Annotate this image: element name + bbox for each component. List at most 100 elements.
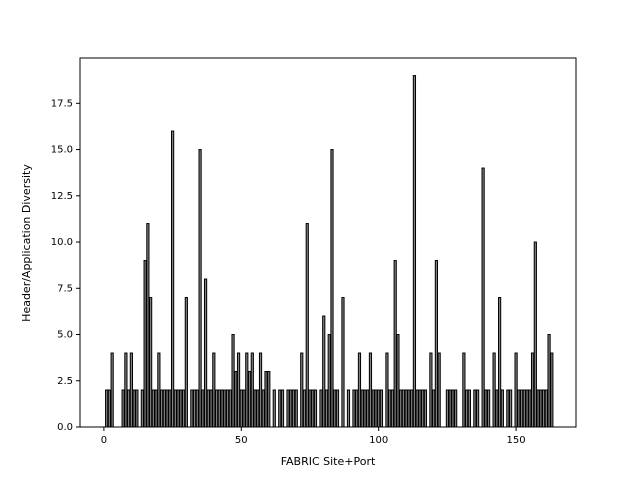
bar <box>214 389 219 428</box>
bar <box>176 389 180 428</box>
bar <box>234 371 238 428</box>
bar <box>105 389 109 428</box>
bar <box>231 334 235 428</box>
y-tick-label: 2.5 <box>57 376 73 387</box>
bar <box>481 167 485 428</box>
bar <box>547 334 551 428</box>
bar <box>286 389 290 428</box>
bar <box>201 389 205 428</box>
bar <box>220 389 224 428</box>
bar <box>522 389 526 428</box>
bar <box>160 389 164 428</box>
x-tick-label: 150 <box>507 435 526 446</box>
bar <box>129 352 133 428</box>
bar <box>448 389 452 428</box>
bar <box>135 389 139 428</box>
bar <box>536 389 540 428</box>
y-tick-label: 15.0 <box>51 145 73 156</box>
bar <box>498 297 502 428</box>
bar <box>280 389 285 428</box>
bar <box>437 352 441 428</box>
bar <box>371 389 375 428</box>
bar <box>533 241 537 428</box>
bar <box>258 352 263 428</box>
bar <box>181 389 186 428</box>
bar <box>225 389 230 428</box>
bar <box>374 389 378 428</box>
bar <box>319 389 323 428</box>
bar <box>198 149 202 428</box>
bar <box>418 389 422 428</box>
bar <box>396 334 400 428</box>
bar <box>399 389 403 428</box>
bar <box>360 389 364 428</box>
bar <box>445 389 449 428</box>
bar <box>509 389 513 428</box>
y-tick-label: 17.5 <box>51 98 73 109</box>
bar <box>242 389 246 428</box>
bar <box>541 389 546 428</box>
bar <box>390 389 395 428</box>
bar <box>467 389 471 428</box>
bar <box>313 389 318 428</box>
bar <box>514 352 518 428</box>
bar <box>429 352 433 428</box>
bar <box>462 352 466 428</box>
bar <box>190 389 194 428</box>
bar <box>247 371 252 428</box>
bar <box>355 389 359 428</box>
bar <box>333 389 337 428</box>
bar <box>412 75 417 428</box>
bar <box>530 352 535 428</box>
bar <box>121 389 125 428</box>
bar <box>107 389 112 428</box>
bar <box>346 389 351 428</box>
bar <box>500 389 504 428</box>
bar <box>212 352 216 428</box>
bar <box>352 389 356 428</box>
plot-frame <box>79 57 577 428</box>
bar <box>171 130 175 428</box>
bar <box>415 389 419 428</box>
bar <box>324 389 329 428</box>
bar <box>179 389 183 428</box>
bar <box>357 352 362 428</box>
bar <box>327 334 331 428</box>
bar <box>206 389 210 428</box>
bar <box>294 389 298 428</box>
bar <box>132 389 136 428</box>
bar <box>302 389 307 428</box>
bar <box>368 352 373 428</box>
bar <box>539 389 543 428</box>
bar <box>110 352 114 428</box>
bar <box>366 389 370 428</box>
bar <box>192 389 197 428</box>
bar <box>476 389 480 428</box>
bar <box>330 149 334 428</box>
bar <box>127 389 131 428</box>
bar <box>278 389 282 428</box>
bar <box>151 389 155 428</box>
bar <box>401 389 406 428</box>
bar <box>311 389 315 428</box>
bar <box>146 223 150 428</box>
bar <box>256 389 260 428</box>
bar <box>124 352 128 428</box>
bar <box>465 389 469 428</box>
bar <box>149 297 153 428</box>
y-tick-label: 0.0 <box>57 422 73 433</box>
bar <box>157 352 161 428</box>
bar <box>432 389 436 428</box>
bar <box>506 389 510 428</box>
y-axis-label: Header/Application Diversity <box>20 164 33 322</box>
y-tick-label: 12.5 <box>51 191 73 202</box>
bar <box>393 260 397 428</box>
x-tick-label: 50 <box>235 435 248 446</box>
bar <box>165 389 169 428</box>
bar <box>388 389 392 428</box>
bar <box>407 389 411 428</box>
y-tick-label: 5.0 <box>57 330 73 341</box>
bar <box>228 389 232 428</box>
